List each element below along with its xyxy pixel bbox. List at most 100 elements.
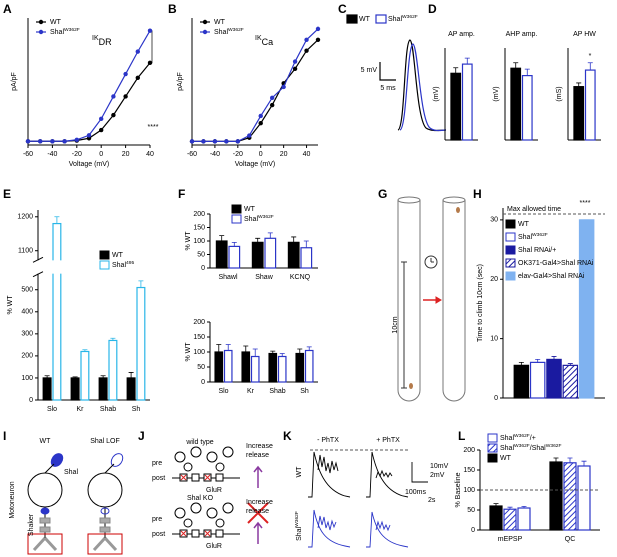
legend-swatch [99, 250, 110, 260]
diagram-label: GluR [206, 487, 222, 494]
panel-label: A [3, 2, 12, 16]
text-part: W362F [546, 443, 562, 449]
legend-swatch [231, 204, 242, 214]
error-bar [535, 359, 541, 363]
diagram-label: Increase [246, 443, 273, 450]
x-tick-label: Shawl [218, 274, 238, 281]
bar [277, 355, 287, 383]
point [292, 66, 298, 72]
legend-label: Shal495 [112, 260, 134, 269]
chart-title: AP amp. [448, 31, 475, 38]
swatch [375, 14, 387, 24]
series-line [192, 28, 319, 142]
terminal-box [87, 533, 123, 555]
bar [98, 377, 108, 401]
error-bar [581, 460, 587, 466]
x-tick-label: Kr [247, 388, 255, 395]
y-axis-label: % WT [185, 231, 192, 251]
error-bar [44, 375, 50, 378]
point [123, 71, 128, 77]
y-tick-label: 200 [193, 211, 205, 218]
bar [529, 361, 546, 399]
legend-marker [38, 19, 44, 25]
legend-label: ShalW362F [518, 232, 548, 241]
y-tick-label: 150 [463, 467, 475, 474]
bar [546, 358, 562, 399]
x-tick-label: mEPSP [498, 536, 523, 543]
point [212, 139, 218, 144]
tube [397, 200, 421, 402]
legend-swatch [505, 258, 516, 268]
x-tick-label: -60 [23, 151, 33, 158]
error-bar [567, 457, 573, 463]
significance-bracket [148, 30, 153, 64]
axis-break-mark [32, 256, 44, 278]
bar [578, 219, 595, 399]
y-tick-label: 1200 [17, 214, 33, 221]
series-line [28, 62, 151, 142]
bar [136, 286, 146, 401]
bar [223, 349, 233, 383]
bar [108, 339, 118, 401]
x-tick-label: -20 [233, 151, 243, 158]
panel-label: K [283, 429, 292, 443]
text-part: Shal [50, 29, 64, 36]
legend-marker [38, 29, 44, 35]
dendrite [44, 463, 55, 474]
point [189, 139, 195, 144]
y-axis-label: % WT [7, 295, 14, 315]
y-tick-label: 50 [467, 507, 475, 514]
legend-label: ShalW362F/+ [500, 433, 536, 442]
text-part: Shal [388, 16, 402, 23]
diagram-label: ShalW362F [388, 14, 418, 23]
bar [241, 351, 251, 383]
error-bar [110, 337, 116, 341]
bar [251, 241, 264, 269]
legend-label: WT [518, 221, 530, 228]
x-tick-label: -60 [187, 151, 197, 158]
point [50, 139, 55, 144]
y-tick-label: 1100 [18, 248, 33, 255]
bar [489, 505, 503, 531]
axis-break-gap [33, 260, 150, 274]
chart-label: IKCa [255, 35, 273, 48]
y-tick-label: 100 [193, 349, 205, 356]
error-bar [453, 67, 459, 74]
x-tick-label: 40 [146, 151, 154, 158]
text-part: /Shal [530, 445, 546, 452]
legend-label: WT [244, 206, 256, 213]
legend-swatch [487, 433, 498, 443]
panel-label: G [378, 187, 387, 201]
tube [442, 200, 466, 402]
point [315, 37, 321, 42]
diagram-label: WT [40, 438, 52, 445]
point [269, 102, 275, 108]
x-tick-label: Kr [77, 406, 85, 413]
point [235, 139, 241, 144]
legend-label: ShalW362F [50, 27, 80, 36]
x-axis-label: Voltage (mV) [69, 161, 109, 168]
soma [27, 472, 63, 508]
shaker-channel [99, 517, 111, 524]
bar [214, 351, 224, 383]
text-part: Shal [214, 29, 228, 36]
x-axis-label: Voltage (mV) [235, 161, 275, 168]
error-bar [128, 372, 134, 378]
x-tick-label: 20 [280, 151, 288, 158]
legend-swatch [505, 271, 516, 281]
terminal-box [27, 533, 63, 555]
diagram-label: release [246, 508, 269, 515]
diagram-label: wild type [185, 439, 213, 446]
y-tick-label: 0 [201, 379, 205, 386]
y-tick-label: 200 [193, 319, 205, 326]
y-tick-label: 100 [21, 375, 33, 382]
panel-label: C [338, 2, 347, 16]
y-tick-label: 400 [21, 309, 33, 316]
tube-top [397, 196, 421, 204]
error-bar [576, 82, 582, 87]
error-bar [252, 348, 258, 357]
x-tick-label: Slo [218, 388, 228, 395]
x-tick-label: -40 [210, 151, 220, 158]
y-tick-label: 500 [21, 287, 33, 294]
bar [228, 245, 241, 269]
